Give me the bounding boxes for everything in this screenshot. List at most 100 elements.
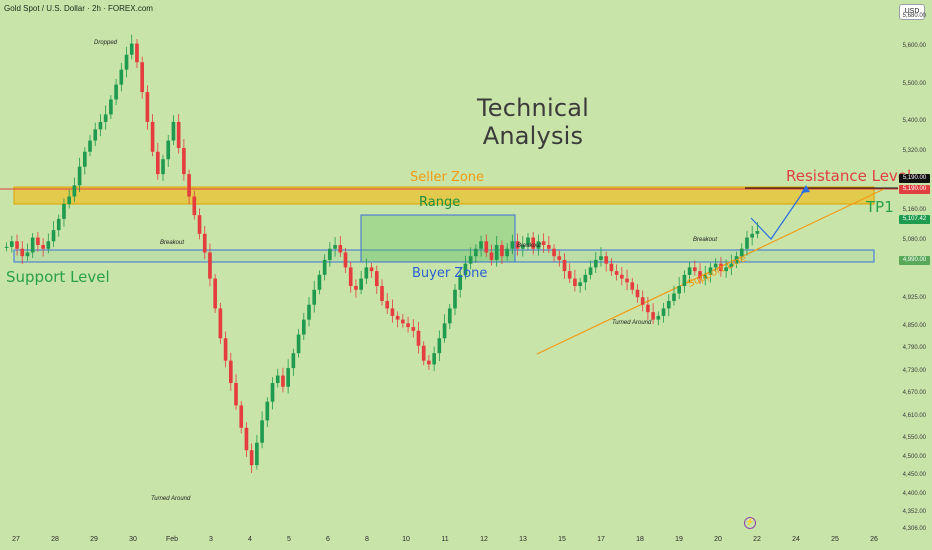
candle-body [463, 263, 468, 275]
candle-body [25, 252, 30, 257]
x-tick-label: 8 [365, 536, 369, 543]
candle-body [369, 267, 374, 272]
candle-body [494, 245, 499, 260]
candle-body [588, 267, 593, 275]
candle-body [192, 196, 197, 216]
candle-body [51, 230, 56, 242]
currency-button[interactable]: USD [899, 4, 925, 20]
candle-body [82, 151, 87, 167]
candle-body [620, 274, 624, 279]
y-tick-label: 5,600.00 [902, 43, 926, 50]
candle-body [239, 405, 244, 428]
range-box [360, 214, 516, 263]
candle-body [468, 256, 473, 264]
x-tick-label: 10 [402, 536, 410, 543]
chart-title: Technical Analysis [476, 94, 589, 150]
candle-body [599, 256, 603, 260]
candle-body [124, 54, 129, 70]
candle-body [228, 360, 233, 384]
seller-zone-label: Seller Zone [410, 170, 485, 185]
y-tick-label: 5,160.00 [902, 207, 926, 214]
lightning-icon[interactable]: ⚡ [744, 517, 756, 529]
candle-body [338, 245, 343, 253]
candle-body [317, 274, 322, 290]
candle-body [171, 121, 176, 141]
candle-body [129, 43, 134, 55]
candle-body [307, 304, 311, 320]
price-tag-last: 5,107.42 [899, 215, 930, 224]
candle-body [666, 300, 671, 309]
candle-body [348, 267, 353, 287]
candle-body [30, 237, 35, 253]
candle-body [202, 233, 207, 253]
candle-body [453, 289, 457, 309]
buyer-zone-label: Buyer Zone [412, 266, 488, 281]
candle-body [739, 248, 744, 257]
candle-body [406, 323, 410, 328]
candle-body [672, 293, 676, 301]
candle-body [609, 263, 614, 272]
y-tick-label: 4,925.00 [902, 295, 926, 302]
candle-body [93, 129, 98, 141]
candle-body [249, 450, 254, 466]
candle-body [557, 256, 562, 260]
candle-body [474, 248, 478, 257]
candle-body [447, 308, 452, 324]
candle-body [593, 259, 598, 268]
candle-body [562, 259, 567, 272]
candle-body [479, 241, 483, 249]
annotation-turned-around-2: Turned Around [612, 320, 652, 326]
candle-body [244, 427, 249, 451]
candle-body [421, 345, 426, 361]
price-tag-resistance-low: 5,190.00 [899, 185, 930, 194]
x-tick-label: 27 [12, 536, 20, 543]
candle-body [9, 241, 14, 247]
candle-body [661, 308, 666, 316]
x-tick-label: 29 [90, 536, 98, 543]
y-tick-label: 4,306.00 [902, 526, 926, 532]
candle-body [703, 274, 708, 279]
candle-body [312, 289, 317, 305]
candle-body [729, 263, 734, 268]
candle-body [36, 237, 40, 246]
candle-body [176, 121, 181, 149]
candle-body [291, 353, 296, 369]
candle-body [432, 353, 436, 365]
y-tick-label: 4,670.00 [902, 390, 926, 397]
annotation-breakout-2: Breakout [517, 243, 542, 249]
candle-body [380, 286, 384, 301]
candle-body [255, 442, 259, 466]
candle-body [656, 315, 661, 320]
y-tick-label: 4,610.00 [902, 412, 926, 419]
x-tick-label: 6 [326, 536, 330, 543]
x-tick-label: 20 [714, 536, 722, 543]
candle-body [713, 263, 718, 268]
x-tick-label: 15 [558, 536, 566, 543]
candle-body [698, 271, 702, 279]
candle-body [322, 259, 327, 275]
candle-body [411, 327, 416, 331]
candle-body [526, 237, 530, 246]
candle-body [333, 245, 337, 249]
candle-body [270, 383, 275, 402]
y-tick-label: 5,680.00 [902, 13, 926, 20]
candle-body [567, 271, 572, 279]
candle-body [15, 241, 19, 249]
projection-arrow-icon [801, 185, 810, 193]
candle-body [119, 69, 124, 85]
candle-body [98, 121, 103, 130]
candle-body [614, 271, 619, 275]
candle-body [4, 246, 9, 248]
candle-body [651, 312, 655, 320]
y-tick-label: 5,320.00 [902, 147, 926, 154]
candle-body [140, 62, 144, 93]
candle-body [724, 267, 728, 272]
candle-body [541, 241, 546, 246]
candle-body [364, 267, 369, 279]
candle-body [187, 174, 191, 197]
y-tick-label: 4,850.00 [902, 323, 926, 330]
candle-body [109, 99, 113, 115]
candle-body [155, 151, 160, 175]
